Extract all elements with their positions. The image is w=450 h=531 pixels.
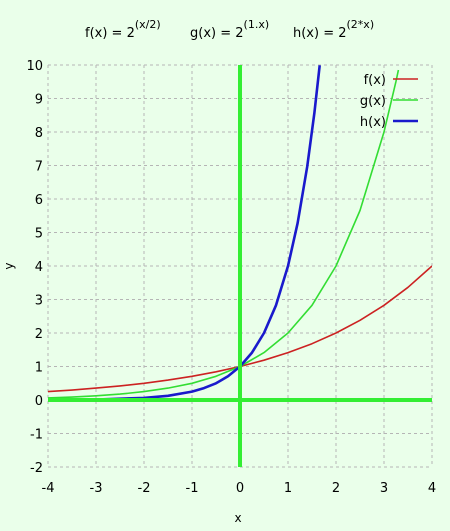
x-tick-label: 2 [332,481,340,496]
title-exponent: (1.x) [244,18,270,31]
y-tick-label: 1 [35,361,43,376]
legend-label: g(x) [360,94,386,109]
x-tick-label: 0 [236,481,244,496]
y-axis-label: y [2,262,16,269]
x-tick-label: -3 [90,481,103,496]
x-tick-label: 1 [284,481,292,496]
x-tick-label: 3 [380,481,388,496]
y-tick-label: -1 [30,428,43,443]
x-tick-label: -1 [186,481,199,496]
y-tick-label: 0 [35,394,43,409]
title-part: f(x) = 2(x/2) [85,18,161,41]
x-tick-label: -2 [138,481,151,496]
legend-label: f(x) [364,73,386,88]
title-part: h(x) = 2(2*x) [293,18,374,41]
title-base: g(x) = 2 [190,26,244,41]
title-exponent: (x/2) [135,18,161,31]
x-axis-label: x [234,511,241,525]
title-base: f(x) = 2 [85,26,135,41]
title-exponent: (2*x) [347,18,375,31]
y-tick-label: 8 [35,126,43,141]
y-tick-label: 4 [35,260,43,275]
y-tick-label: 10 [26,59,43,74]
y-tick-label: -2 [30,461,43,476]
y-tick-label: 2 [35,327,43,342]
y-tick-label: 6 [35,193,43,208]
x-tick-label: 4 [428,481,436,496]
legend-label: h(x) [360,115,386,130]
title-base: h(x) = 2 [293,26,347,41]
y-tick-label: 9 [35,93,43,108]
y-tick-label: 7 [35,160,43,175]
series-line-gx [48,69,400,399]
title-part: g(x) = 2(1.x) [190,18,269,41]
y-tick-label: 3 [35,294,43,309]
x-tick-label: -4 [42,481,55,496]
y-tick-label: 5 [35,227,43,242]
